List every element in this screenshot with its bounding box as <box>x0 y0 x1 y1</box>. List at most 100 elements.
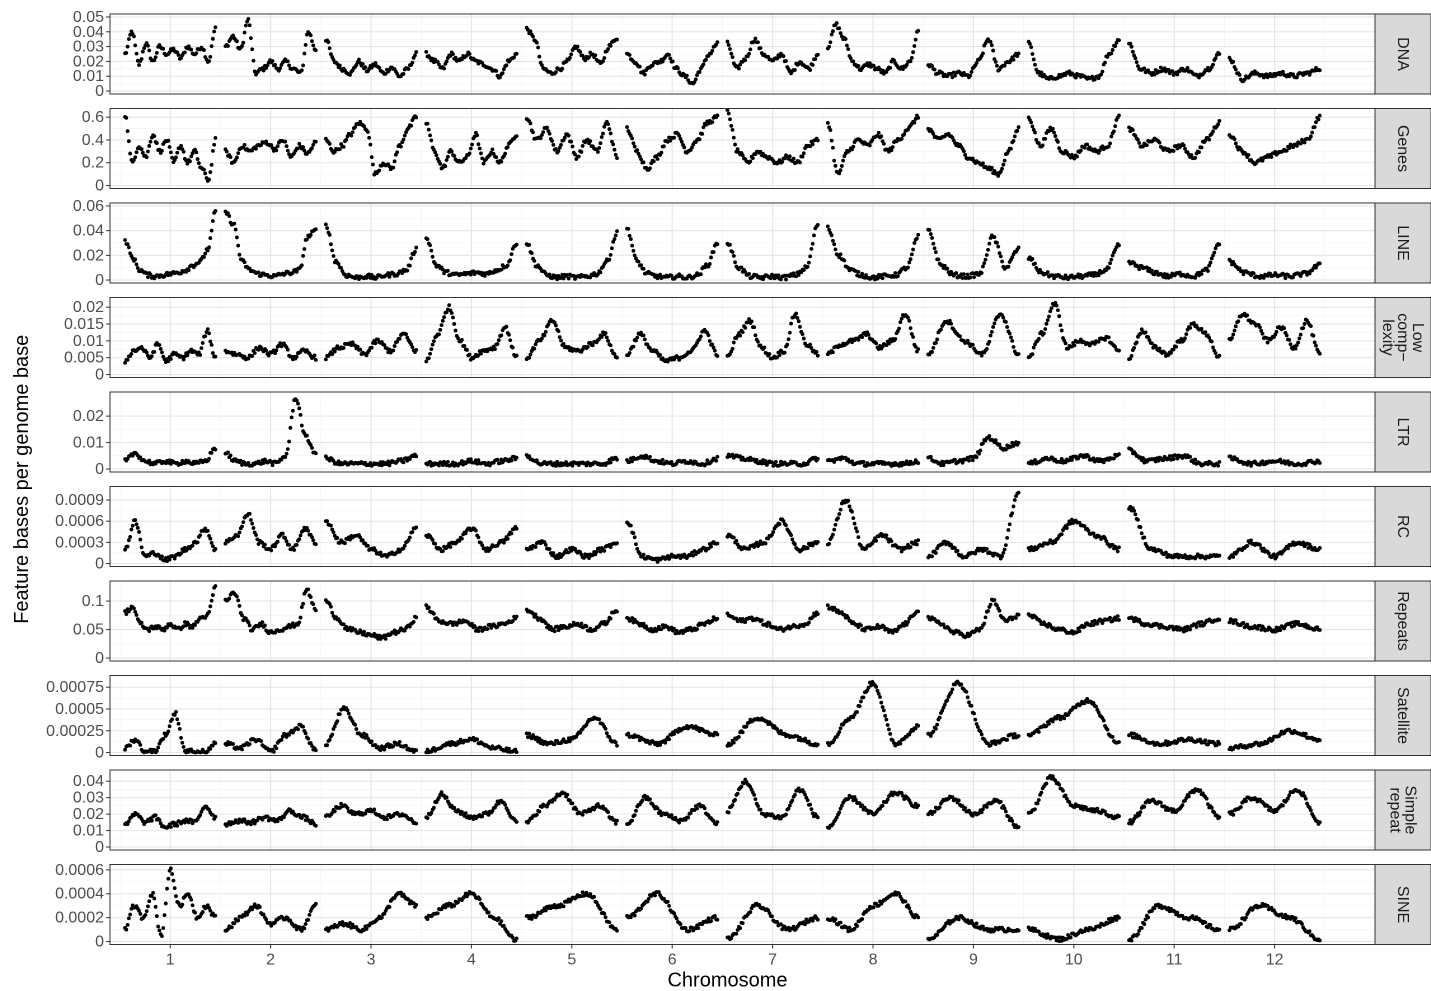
data-point <box>726 43 731 47</box>
data-point <box>583 58 588 63</box>
data-point <box>728 117 732 122</box>
y-tick-label: 0.6 <box>82 109 104 126</box>
data-point <box>838 31 843 36</box>
data-point <box>540 63 544 68</box>
data-point <box>1231 59 1236 64</box>
data-point <box>1000 259 1004 264</box>
data-point <box>213 354 218 359</box>
data-point <box>194 150 199 155</box>
y-tick-label: 0.015 <box>64 316 104 333</box>
y-tick-label: 0.04 <box>73 24 104 41</box>
data-point <box>251 58 256 63</box>
data-point <box>433 541 438 546</box>
data-point <box>278 66 283 71</box>
data-point <box>167 145 172 149</box>
data-point <box>1245 313 1250 318</box>
data-point <box>213 447 218 452</box>
data-point <box>429 347 434 351</box>
data-point <box>476 535 481 540</box>
data-point <box>829 138 834 143</box>
data-point <box>302 51 307 56</box>
data-point <box>126 37 131 41</box>
data-point <box>414 347 419 352</box>
data-point <box>357 57 361 62</box>
data-point <box>312 353 317 358</box>
data-point <box>729 124 734 128</box>
data-point <box>814 349 819 354</box>
data-point <box>543 542 548 547</box>
data-point <box>302 247 307 251</box>
data-point <box>467 52 472 56</box>
y-tick-label: 0.05 <box>73 9 104 26</box>
data-point <box>1099 72 1104 77</box>
data-point <box>888 65 893 70</box>
data-point <box>684 73 689 78</box>
data-point <box>527 355 532 360</box>
data-point <box>235 39 239 44</box>
data-point <box>313 227 318 232</box>
data-point <box>954 271 959 275</box>
data-point <box>841 158 846 163</box>
data-point <box>970 458 975 463</box>
data-point <box>728 242 732 247</box>
data-point <box>274 148 279 153</box>
data-point <box>313 48 318 53</box>
data-point <box>494 155 499 160</box>
data-point <box>189 47 194 52</box>
data-point <box>635 335 640 340</box>
data-point <box>246 16 251 21</box>
data-point <box>932 246 937 251</box>
data-point <box>806 260 811 265</box>
data-point <box>935 337 940 342</box>
data-point <box>133 43 138 48</box>
data-point <box>1216 463 1221 468</box>
data-point <box>236 534 241 539</box>
data-point <box>1142 66 1147 71</box>
data-point <box>834 21 839 25</box>
data-point <box>329 52 333 57</box>
data-point <box>838 168 843 173</box>
data-point <box>132 34 136 39</box>
data-point <box>414 525 419 530</box>
data-point <box>425 121 430 126</box>
data-point <box>1109 51 1114 56</box>
data-point <box>1036 141 1041 146</box>
data-point <box>1213 56 1218 61</box>
data-point <box>444 59 449 64</box>
data-point <box>832 158 837 163</box>
data-point <box>236 151 241 156</box>
data-point <box>906 265 910 270</box>
data-point <box>931 132 936 136</box>
data-point <box>1171 457 1176 462</box>
data-point <box>1072 343 1077 348</box>
data-point <box>158 346 163 351</box>
data-point <box>1242 77 1247 82</box>
data-point <box>369 345 374 350</box>
data-point <box>392 159 397 164</box>
data-point <box>831 238 835 243</box>
data-point <box>284 539 289 544</box>
data-point <box>556 329 561 334</box>
data-point <box>983 257 988 262</box>
data-point <box>373 61 378 65</box>
data-point <box>134 522 139 527</box>
data-point <box>401 460 406 465</box>
data-point <box>810 142 815 147</box>
data-point <box>284 451 289 456</box>
data-point <box>1050 126 1055 131</box>
data-point <box>1188 325 1193 330</box>
data-point <box>500 71 505 76</box>
data-point <box>933 340 938 345</box>
data-point <box>848 56 853 61</box>
data-point <box>275 539 280 544</box>
data-point <box>188 159 192 164</box>
data-point <box>285 148 290 153</box>
data-point <box>547 272 552 277</box>
data-point <box>833 163 838 168</box>
data-point <box>928 454 933 459</box>
data-point <box>892 58 896 63</box>
data-point <box>710 120 715 125</box>
data-point <box>1207 137 1212 142</box>
data-point <box>908 326 913 331</box>
